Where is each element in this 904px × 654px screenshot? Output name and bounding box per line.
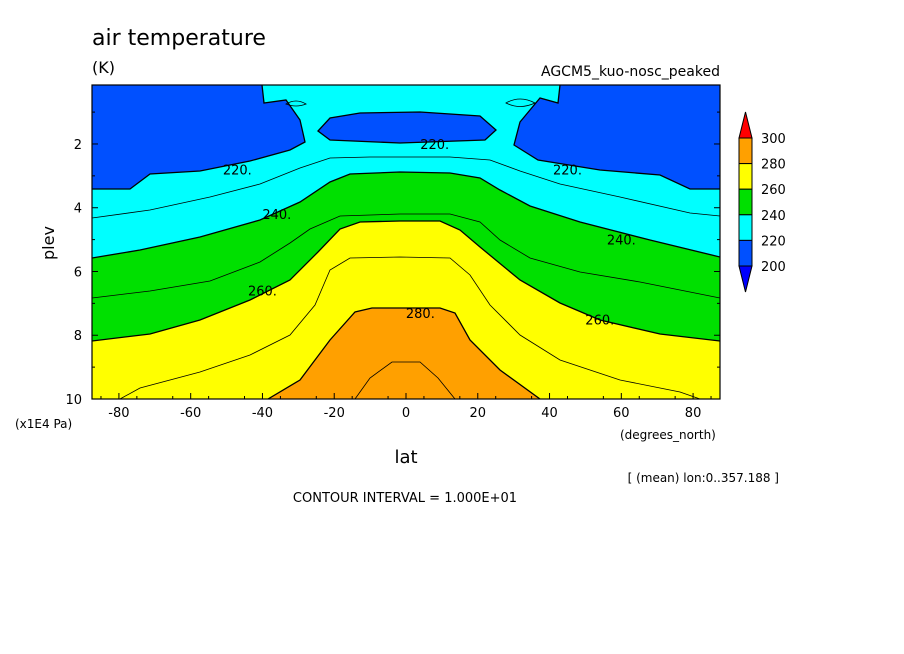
x-tick-label: 20 [469, 406, 486, 421]
contour-line-240 [92, 171, 720, 259]
x-tick-label: -60 [180, 406, 201, 421]
colorbar-level-label: 280 [761, 158, 786, 173]
fill-280-300 [268, 308, 540, 399]
contour-line-290 [354, 361, 456, 399]
contour-fill-layer [92, 85, 720, 399]
colorbar-swatch [738, 214, 753, 241]
x-tick-label: -20 [324, 406, 345, 421]
chart-title: air temperature [92, 26, 266, 51]
colorbar-level-label: 220 [761, 234, 786, 249]
colorbar-level-label: 260 [761, 183, 786, 198]
contour-line-270 [119, 256, 701, 399]
colorbar-swatch [738, 137, 753, 165]
contour-line-210-loop-right [505, 98, 536, 107]
colorbar: 200 220 240 260 280 300 [738, 111, 786, 293]
x-axis: -80 -60 -40 -20 0 20 40 60 80 [100, 393, 712, 421]
fill-220-240-upper-pocket [318, 112, 496, 143]
contour-label: 220. [420, 138, 449, 153]
contour-label-layer: 220. 220. 220. 240. 240. 260. 260. 280. [223, 138, 636, 328]
x-tick-label: -80 [108, 406, 129, 421]
colorbar-under-arrow [738, 265, 753, 293]
contour-line-220-right [513, 85, 720, 190]
contour-line-220-left [92, 85, 306, 190]
contour-label: 260. [585, 313, 614, 328]
x-tick-label: 0 [402, 406, 410, 421]
x-tick-label: 40 [541, 406, 558, 421]
x-units-label: (degrees_north) [620, 428, 716, 442]
y-tick-label: 2 [74, 138, 82, 153]
y-units-label: (x1E4 Pa) [15, 417, 72, 431]
y-tick-label: 4 [74, 202, 82, 217]
colorbar-level-label: 240 [761, 209, 786, 224]
contour-lines [92, 85, 720, 399]
contour-interval-note: CONTOUR INTERVAL = 1.000E+01 [293, 491, 517, 506]
contour-line-210-loop-left [285, 100, 307, 107]
colorbar-swatch [738, 239, 753, 267]
contour-line-260 [92, 220, 720, 342]
contour-line-250 [92, 213, 720, 299]
x-tick-label: -40 [252, 406, 273, 421]
x-axis-label: lat [394, 447, 417, 468]
contour-label: 260. [248, 285, 277, 300]
y-axis-label: plev [39, 226, 58, 260]
longitude-mean-note: [ (mean) lon:0..357.188 ] [628, 471, 779, 485]
x-tick-label: 60 [613, 406, 630, 421]
contour-label: 240. [262, 208, 291, 223]
contour-line-280 [267, 307, 541, 399]
y-tick-label: 6 [74, 265, 82, 280]
contour-line-220-pocket [317, 111, 497, 144]
y-axis: 2 4 6 8 10 [65, 111, 720, 408]
colorbar-over-arrow [738, 111, 753, 139]
y-tick-label: 10 [65, 393, 82, 408]
y-tick-label: 8 [74, 329, 82, 344]
contour-line-230 [92, 156, 720, 219]
chart-units: (K) [92, 58, 115, 77]
colorbar-swatch [738, 188, 753, 216]
contour-label: 240. [607, 234, 636, 249]
contour-label: 220. [553, 163, 582, 178]
contour-label: 220. [223, 163, 252, 178]
colorbar-level-label: 300 [761, 132, 786, 147]
colorbar-swatch [738, 163, 753, 190]
contour-label: 280. [406, 307, 435, 322]
chart-subtitle: AGCM5_kuo-nosc_peaked [541, 64, 720, 80]
colorbar-level-label: 200 [761, 260, 786, 275]
x-tick-label: 80 [685, 406, 702, 421]
